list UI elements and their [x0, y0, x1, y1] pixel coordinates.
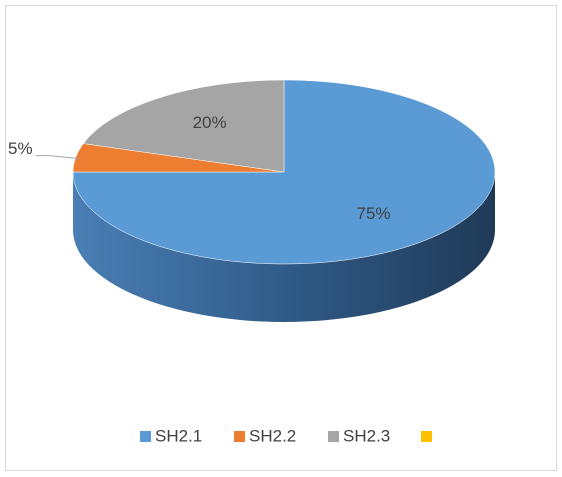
- legend-swatch: [234, 431, 245, 442]
- data-label: 5%: [8, 139, 33, 158]
- slice: [72, 79, 496, 265]
- legend-label: SH2.3: [343, 426, 390, 445]
- slice-side: [73, 172, 495, 322]
- legend-swatch: [328, 431, 339, 442]
- slice: [82, 79, 285, 173]
- legend-label: SH2.1: [155, 426, 202, 445]
- legend-label: SH2.2: [249, 426, 296, 445]
- legend-swatch: [421, 431, 432, 442]
- legend-swatch: [140, 431, 151, 442]
- data-label: 75%: [357, 204, 391, 223]
- leader-line: [35, 155, 80, 160]
- data-label: 20%: [193, 113, 227, 132]
